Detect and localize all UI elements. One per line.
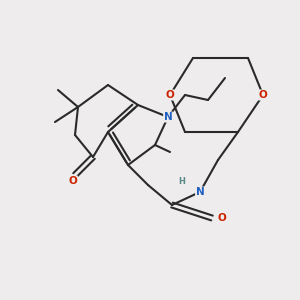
Text: O: O — [259, 90, 267, 100]
Text: O: O — [218, 213, 226, 223]
Text: N: N — [164, 112, 172, 122]
Text: O: O — [166, 90, 174, 100]
Text: N: N — [196, 187, 204, 197]
Text: O: O — [69, 176, 77, 186]
Text: H: H — [178, 178, 185, 187]
